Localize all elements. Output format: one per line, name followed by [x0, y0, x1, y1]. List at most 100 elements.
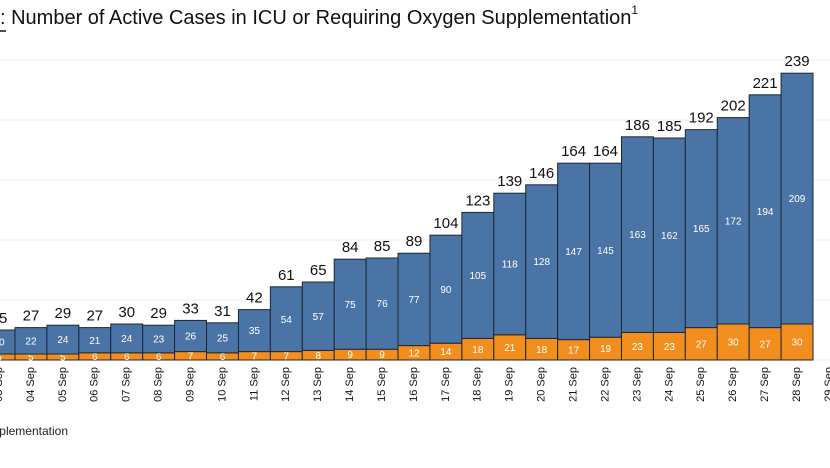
total-label: 186 — [625, 117, 650, 134]
x-tick-label: 03 Sep — [0, 367, 5, 402]
bar-segment — [557, 162, 591, 341]
total-label: 89 — [406, 233, 423, 250]
value-label: 24 — [57, 335, 69, 346]
value-label: 26 — [185, 332, 197, 343]
x-tick-label: 23 Sep — [631, 367, 643, 402]
chart-title: : Number of Active Cases in ICU or Requi… — [0, 3, 638, 29]
x-tick-label: 07 Sep — [121, 367, 133, 402]
bar-segment — [142, 324, 176, 354]
value-label: 30 — [728, 338, 740, 349]
bar-segment — [237, 309, 271, 353]
value-label: 147 — [565, 247, 582, 258]
value-label: 54 — [281, 315, 293, 326]
value-label: 6 — [220, 352, 226, 363]
value-label: 23 — [153, 335, 165, 346]
x-tick-label: 22 Sep — [599, 367, 611, 402]
total-label: 42 — [246, 290, 263, 307]
total-label: 27 — [23, 308, 40, 325]
total-label: 61 — [278, 267, 295, 284]
value-label: 77 — [408, 295, 420, 306]
bar-segment — [780, 323, 814, 361]
value-label: 27 — [696, 339, 708, 350]
x-tick-label: 24 Sep — [663, 367, 675, 402]
bar-segment — [174, 319, 208, 353]
bar-segment — [206, 322, 239, 354]
value-label: 128 — [533, 257, 550, 268]
x-tick-label: 29 Sep — [823, 367, 830, 402]
value-label: 6 — [156, 352, 162, 363]
bar-segment — [748, 94, 782, 329]
total-label: 31 — [214, 303, 231, 320]
x-tick-label: 10 Sep — [216, 367, 228, 402]
total-label: 30 — [118, 304, 135, 321]
bar-segment — [333, 258, 367, 350]
x-tick-label: 13 Sep — [312, 367, 324, 402]
bar-segment — [365, 257, 399, 350]
value-label: 22 — [25, 336, 37, 347]
value-label: 145 — [597, 246, 614, 257]
value-label: 17 — [568, 345, 580, 356]
bar-segment — [78, 327, 112, 354]
total-label: 65 — [310, 262, 327, 279]
title-text: : Number of Active Cases in ICU or Requi… — [0, 7, 631, 29]
total-label: 164 — [593, 143, 618, 160]
value-label: 27 — [760, 339, 772, 350]
x-tick-label: 28 Sep — [791, 367, 803, 402]
total-label: 33 — [182, 300, 199, 317]
value-label: 172 — [725, 216, 742, 227]
bar-segment — [716, 117, 750, 325]
x-tick-label: 11 Sep — [248, 367, 260, 401]
title-superscript: 1 — [631, 3, 638, 17]
value-label: 35 — [249, 326, 261, 337]
x-tick-label: 12 Sep — [280, 367, 292, 402]
bar-segment — [110, 323, 144, 354]
value-label: 23 — [632, 342, 644, 353]
total-label: 164 — [561, 143, 586, 160]
bar-segment — [429, 234, 463, 344]
x-tick-label: 25 Sep — [695, 367, 707, 402]
value-label: 7 — [284, 351, 290, 362]
value-label: 105 — [469, 271, 486, 282]
value-label: 19 — [600, 344, 612, 355]
x-tick-label: 19 Sep — [504, 367, 516, 402]
value-label: 8 — [315, 351, 321, 362]
value-label: 209 — [789, 194, 806, 205]
legend-label: Requiring Oxygen Supplementation — [0, 424, 68, 438]
x-tick-label: 26 Sep — [727, 367, 739, 402]
bar-segment — [0, 353, 16, 361]
bar-segment — [684, 327, 718, 361]
total-label: 29 — [55, 305, 72, 322]
total-label: 239 — [785, 53, 810, 70]
value-label: 14 — [440, 347, 452, 358]
value-label: 162 — [661, 231, 678, 242]
total-label: 123 — [465, 192, 490, 209]
x-tick-label: 16 Sep — [408, 367, 420, 402]
x-tick-label: 05 Sep — [57, 367, 69, 402]
value-label: 75 — [345, 300, 357, 311]
total-label: 84 — [342, 239, 359, 256]
value-label: 20 — [0, 338, 5, 349]
value-label: 5 — [0, 353, 2, 364]
total-label: 221 — [753, 75, 778, 92]
value-label: 21 — [504, 343, 516, 354]
value-label: 6 — [124, 352, 130, 363]
value-label: 165 — [693, 224, 710, 235]
value-label: 9 — [347, 350, 353, 361]
x-tick-label: 08 Sep — [153, 367, 165, 402]
total-label: 104 — [433, 215, 458, 232]
value-label: 24 — [121, 334, 133, 345]
total-label: 192 — [689, 110, 714, 127]
value-label: 5 — [28, 353, 34, 364]
value-label: 194 — [757, 207, 774, 218]
x-tick-label: 21 Sep — [568, 367, 580, 402]
bar-segment — [652, 137, 686, 333]
value-label: 9 — [379, 350, 385, 361]
total-label: 202 — [721, 98, 746, 115]
bar-segment — [780, 72, 814, 325]
value-label: 23 — [664, 342, 676, 353]
x-tick-label: 09 Sep — [184, 367, 196, 402]
x-tick-label: 17 Sep — [440, 367, 452, 402]
value-label: 18 — [536, 345, 548, 356]
